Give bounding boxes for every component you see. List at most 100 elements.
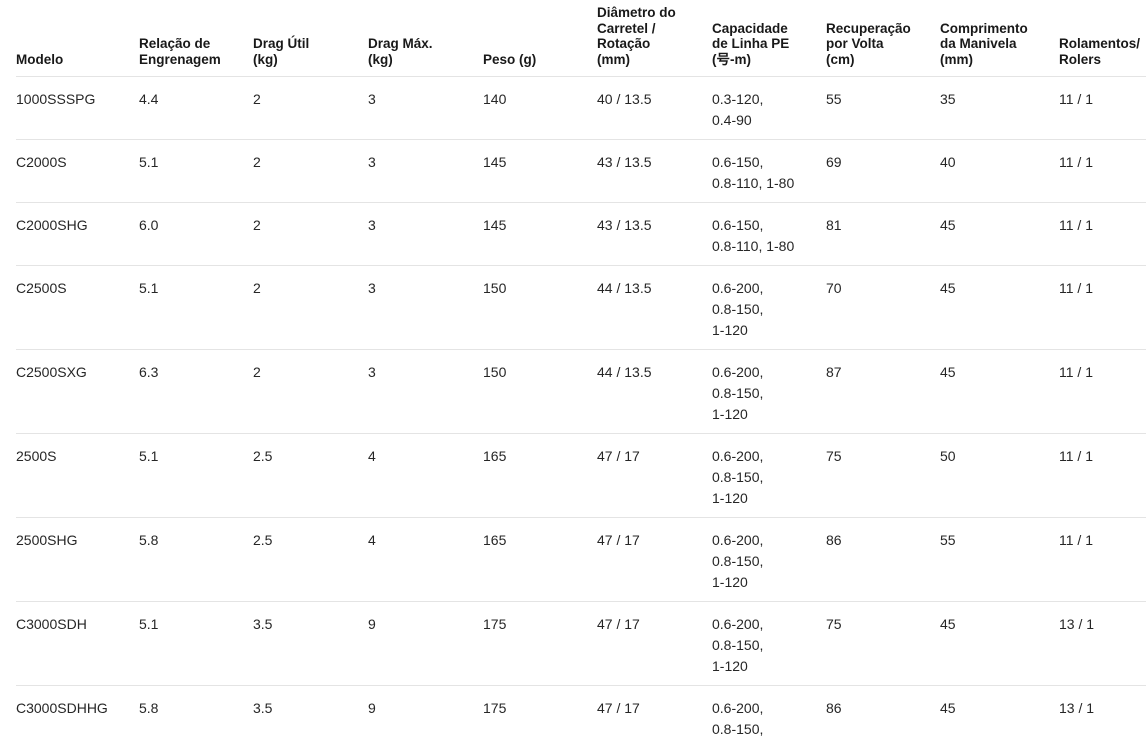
cell-relacao-engrenagem: 5.1 bbox=[139, 265, 253, 350]
column-header-relacao-engrenagem: Relação de Engrenagem bbox=[139, 0, 253, 77]
cell-modelo: C2500S bbox=[16, 265, 139, 350]
column-header-drag-util: Drag Útil (kg) bbox=[253, 0, 368, 77]
cell-comprimento-manivela: 45 bbox=[940, 601, 1059, 686]
cell-recuperacao-volta: 70 bbox=[826, 265, 940, 350]
cell-diametro-rotacao: 47 / 17 bbox=[597, 517, 712, 602]
cell-diametro-rotacao: 43 / 13.5 bbox=[597, 202, 712, 266]
cell-drag-max: 4 bbox=[368, 433, 483, 518]
cell-modelo: C3000SDH bbox=[16, 601, 139, 686]
cell-comprimento-manivela: 45 bbox=[940, 685, 1059, 745]
cell-rolamentos-rolers: 11 / 1 bbox=[1059, 202, 1146, 266]
cell-recuperacao-volta: 86 bbox=[826, 517, 940, 602]
column-header-rolamentos-rolers: Rolamentos/ Rolers bbox=[1059, 0, 1146, 77]
cell-rolamentos-rolers: 11 / 1 bbox=[1059, 433, 1146, 518]
cell-capacidade-linha-pe: 0.6-200, 0.8-150, 1-120 bbox=[712, 517, 826, 602]
cell-diametro-rotacao: 44 / 13.5 bbox=[597, 265, 712, 350]
cell-drag-util: 3.5 bbox=[253, 601, 368, 686]
table-row: C3000SDH 5.1 3.5 9 175 47 / 17 0.6-200, 0.8-15… bbox=[16, 601, 1146, 686]
cell-drag-max: 3 bbox=[368, 265, 483, 350]
cell-diametro-rotacao: 43 / 13.5 bbox=[597, 139, 712, 203]
cell-capacidade-linha-pe: 0.6-150, 0.8-110, 1-80 bbox=[712, 139, 826, 203]
cell-capacidade-linha-pe: 0.6-200, 0.8-150, 1-120 bbox=[712, 265, 826, 350]
cell-capacidade-linha-pe: 0.6-200, 0.8-150, 1-120 bbox=[712, 349, 826, 434]
cell-recuperacao-volta: 75 bbox=[826, 433, 940, 518]
cell-rolamentos-rolers: 11 / 1 bbox=[1059, 139, 1146, 203]
table-row: 2500SHG 5.8 2.5 4 165 47 / 17 0.6-200, 0.8-150… bbox=[16, 517, 1146, 602]
column-header-modelo: Modelo bbox=[16, 0, 139, 77]
table-row: C2000SHG 6.0 2 3 145 43 / 13.5 0.6-150, 0.8-11… bbox=[16, 202, 1146, 266]
table-row: 1000SSSPG 4.4 2 3 140 40 / 13.5 0.3-120, 0.4-9… bbox=[16, 76, 1146, 140]
cell-relacao-engrenagem: 6.3 bbox=[139, 349, 253, 434]
cell-rolamentos-rolers: 11 / 1 bbox=[1059, 265, 1146, 350]
cell-comprimento-manivela: 55 bbox=[940, 517, 1059, 602]
reel-spec-table: Modelo Relação de Engrenagem Drag Útil (… bbox=[16, 0, 1146, 745]
cell-modelo: 2500S bbox=[16, 433, 139, 518]
cell-modelo: 2500SHG bbox=[16, 517, 139, 602]
table-row: C3000SDHHG 5.8 3.5 9 175 47 / 17 0.6-200, 0.8-… bbox=[16, 685, 1146, 745]
cell-peso: 145 bbox=[483, 202, 597, 266]
cell-comprimento-manivela: 45 bbox=[940, 202, 1059, 266]
cell-drag-util: 2 bbox=[253, 202, 368, 266]
cell-drag-max: 3 bbox=[368, 76, 483, 140]
cell-drag-util: 2.5 bbox=[253, 433, 368, 518]
cell-drag-max: 9 bbox=[368, 685, 483, 745]
cell-capacidade-linha-pe: 0.6-150, 0.8-110, 1-80 bbox=[712, 202, 826, 266]
cell-drag-util: 3.5 bbox=[253, 685, 368, 745]
cell-recuperacao-volta: 75 bbox=[826, 601, 940, 686]
cell-comprimento-manivela: 45 bbox=[940, 349, 1059, 434]
cell-recuperacao-volta: 69 bbox=[826, 139, 940, 203]
cell-diametro-rotacao: 47 / 17 bbox=[597, 601, 712, 686]
column-header-recuperacao-volta: Recuperação por Volta (cm) bbox=[826, 0, 940, 77]
cell-capacidade-linha-pe: 0.6-200, 0.8-150, 1-120 bbox=[712, 685, 826, 745]
column-header-peso: Peso (g) bbox=[483, 0, 597, 77]
cell-relacao-engrenagem: 5.1 bbox=[139, 433, 253, 518]
cell-capacidade-linha-pe: 0.6-200, 0.8-150, 1-120 bbox=[712, 433, 826, 518]
cell-relacao-engrenagem: 4.4 bbox=[139, 76, 253, 140]
cell-rolamentos-rolers: 11 / 1 bbox=[1059, 349, 1146, 434]
cell-comprimento-manivela: 50 bbox=[940, 433, 1059, 518]
cell-recuperacao-volta: 87 bbox=[826, 349, 940, 434]
cell-modelo: C2000S bbox=[16, 139, 139, 203]
cell-peso: 175 bbox=[483, 601, 597, 686]
table-row: C2500SXG 6.3 2 3 150 44 / 13.5 0.6-200, 0.8-15… bbox=[16, 349, 1146, 434]
cell-capacidade-linha-pe: 0.6-200, 0.8-150, 1-120 bbox=[712, 601, 826, 686]
cell-relacao-engrenagem: 5.1 bbox=[139, 139, 253, 203]
cell-drag-max: 9 bbox=[368, 601, 483, 686]
header-row: Modelo Relação de Engrenagem Drag Útil (… bbox=[16, 0, 1146, 77]
cell-modelo: C2500SXG bbox=[16, 349, 139, 434]
cell-rolamentos-rolers: 11 / 1 bbox=[1059, 517, 1146, 602]
cell-diametro-rotacao: 47 / 17 bbox=[597, 433, 712, 518]
cell-rolamentos-rolers: 13 / 1 bbox=[1059, 685, 1146, 745]
cell-modelo: 1000SSSPG bbox=[16, 76, 139, 140]
cell-relacao-engrenagem: 5.1 bbox=[139, 601, 253, 686]
cell-drag-max: 3 bbox=[368, 202, 483, 266]
column-header-drag-max: Drag Máx. (kg) bbox=[368, 0, 483, 77]
table-row: C2500S 5.1 2 3 150 44 / 13.5 0.6-200, 0.8-150,… bbox=[16, 265, 1146, 350]
cell-recuperacao-volta: 55 bbox=[826, 76, 940, 140]
cell-drag-max: 3 bbox=[368, 349, 483, 434]
cell-peso: 165 bbox=[483, 433, 597, 518]
table-row: C2000S 5.1 2 3 145 43 / 13.5 0.6-150, 0.8-110,… bbox=[16, 139, 1146, 203]
cell-recuperacao-volta: 81 bbox=[826, 202, 940, 266]
cell-capacidade-linha-pe: 0.3-120, 0.4-90 bbox=[712, 76, 826, 140]
cell-drag-util: 2 bbox=[253, 76, 368, 140]
cell-recuperacao-volta: 86 bbox=[826, 685, 940, 745]
cell-drag-max: 4 bbox=[368, 517, 483, 602]
cell-comprimento-manivela: 45 bbox=[940, 265, 1059, 350]
cell-relacao-engrenagem: 5.8 bbox=[139, 517, 253, 602]
cell-peso: 150 bbox=[483, 265, 597, 350]
cell-drag-util: 2 bbox=[253, 265, 368, 350]
table-row: 2500S 5.1 2.5 4 165 47 / 17 0.6-200, 0.8-150, … bbox=[16, 433, 1146, 518]
cell-rolamentos-rolers: 13 / 1 bbox=[1059, 601, 1146, 686]
cell-modelo: C2000SHG bbox=[16, 202, 139, 266]
column-header-comprimento-manivela: Comprimento da Manivela (mm) bbox=[940, 0, 1059, 77]
cell-relacao-engrenagem: 6.0 bbox=[139, 202, 253, 266]
cell-modelo: C3000SDHHG bbox=[16, 685, 139, 745]
cell-diametro-rotacao: 47 / 17 bbox=[597, 685, 712, 745]
cell-drag-util: 2.5 bbox=[253, 517, 368, 602]
cell-comprimento-manivela: 35 bbox=[940, 76, 1059, 140]
cell-peso: 140 bbox=[483, 76, 597, 140]
cell-diametro-rotacao: 44 / 13.5 bbox=[597, 349, 712, 434]
cell-relacao-engrenagem: 5.8 bbox=[139, 685, 253, 745]
column-header-diametro-rotacao: Diâmetro do Carretel / Rotação (mm) bbox=[597, 0, 712, 77]
